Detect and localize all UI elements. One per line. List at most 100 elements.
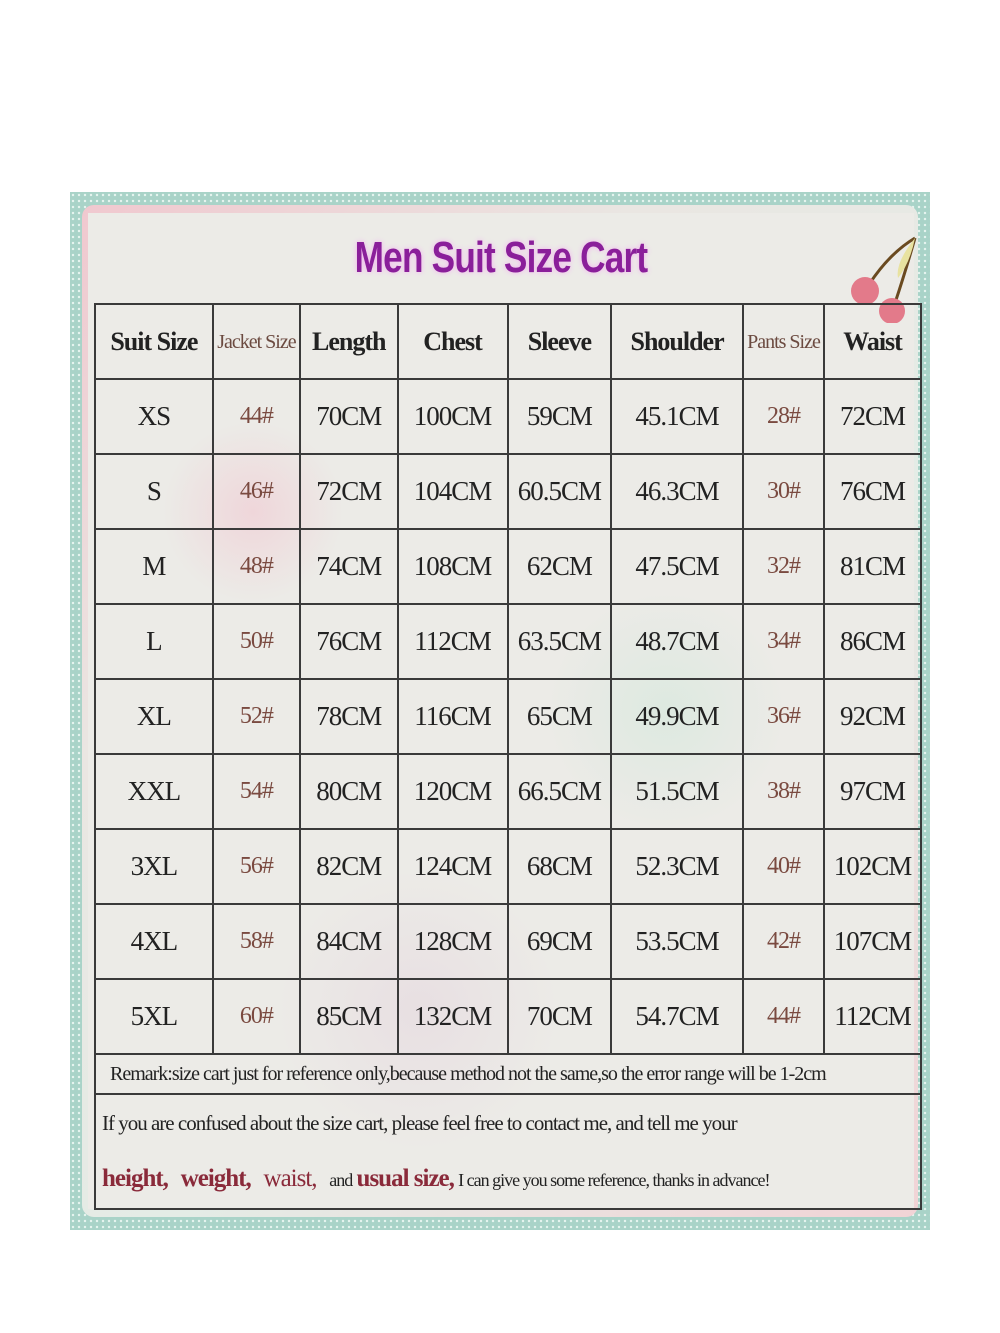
table-cell: 59CM: [506, 378, 613, 455]
table-cell: 5XL: [94, 978, 214, 1055]
table-cell: L: [94, 603, 214, 680]
table-cell: 132CM: [396, 978, 509, 1055]
table-cell: XL: [94, 678, 214, 755]
note-height: height,: [102, 1165, 169, 1192]
table-row: 3XL 56# 82CM 124CM 68CM 52.3CM 40# 102CM: [94, 828, 922, 905]
table-cell: 120CM: [396, 753, 509, 830]
chart-title: Men Suit Size Cart: [354, 233, 648, 282]
table-cell: 63.5CM: [506, 603, 613, 680]
table-cell: 42#: [741, 903, 826, 980]
table-cell: 51.5CM: [610, 753, 744, 830]
table-cell: 74CM: [299, 528, 399, 605]
remark-text: Remark:size cart just for reference only…: [94, 1053, 922, 1095]
table-cell: 66.5CM: [506, 753, 613, 830]
column-header: Chest: [396, 303, 509, 380]
table-cell: 40#: [741, 828, 826, 905]
table-cell: 85CM: [299, 978, 399, 1055]
table-cell: 44#: [211, 378, 302, 455]
note-line-2: height, weight, waist, and usual size, I…: [102, 1151, 920, 1208]
table-cell: 84CM: [299, 903, 399, 980]
table-cell: 58#: [211, 903, 302, 980]
column-header: Sleeve: [506, 303, 613, 380]
table-row: M 48# 74CM 108CM 62CM 47.5CM 32# 81CM: [94, 528, 922, 605]
table-cell: 112CM: [396, 603, 509, 680]
table-cell: 86CM: [823, 603, 922, 680]
note-cell: If you are confused about the size cart,…: [94, 1093, 922, 1210]
table-cell: 54.7CM: [610, 978, 744, 1055]
table-cell: 68CM: [506, 828, 613, 905]
table-cell: 124CM: [396, 828, 509, 905]
column-header: Shoulder: [610, 303, 744, 380]
table-cell: 46.3CM: [610, 453, 744, 530]
column-header: Length: [299, 303, 399, 380]
table-cell: 30#: [741, 453, 826, 530]
table-cell: 36#: [741, 678, 826, 755]
table-cell: 60#: [211, 978, 302, 1055]
table-cell: 38#: [741, 753, 826, 830]
table-cell: 72CM: [823, 378, 922, 455]
table-cell: 78CM: [299, 678, 399, 755]
table-cell: 47.5CM: [610, 528, 744, 605]
table-cell: 70CM: [506, 978, 613, 1055]
table-cell: 69CM: [506, 903, 613, 980]
table-row: 5XL 60# 85CM 132CM 70CM 54.7CM 44# 112CM: [94, 978, 922, 1055]
column-header: Suit Size: [94, 303, 214, 380]
table-cell: 108CM: [396, 528, 509, 605]
table-row: 4XL 58# 84CM 128CM 69CM 53.5CM 42# 107CM: [94, 903, 922, 980]
table-cell: XXL: [94, 753, 214, 830]
table-row: XXL 54# 80CM 120CM 66.5CM 51.5CM 38# 97CM: [94, 753, 922, 830]
size-chart-frame: Men Suit Size Cart Suit Size Jacket Size L…: [82, 205, 922, 1217]
table-cell: 50#: [211, 603, 302, 680]
remark-row: Remark:size cart just for reference only…: [94, 1053, 922, 1095]
note-waist: waist,: [263, 1165, 318, 1192]
column-header: Pants Size: [741, 303, 826, 380]
table-cell: 81CM: [823, 528, 922, 605]
table-cell: XS: [94, 378, 214, 455]
table-cell: 32#: [741, 528, 826, 605]
table-row: XS 44# 70CM 100CM 59CM 45.1CM 28# 72CM: [94, 378, 922, 455]
table-cell: 28#: [741, 378, 826, 455]
table-cell: 100CM: [396, 378, 509, 455]
table-cell: 34#: [741, 603, 826, 680]
table-cell: 62CM: [506, 528, 613, 605]
table-cell: 60.5CM: [506, 453, 613, 530]
table-cell: 53.5CM: [610, 903, 744, 980]
note-usual-size: usual size,: [356, 1165, 455, 1192]
table-cell: 82CM: [299, 828, 399, 905]
table-cell: 65CM: [506, 678, 613, 755]
table-cell: 92CM: [823, 678, 922, 755]
table-cell: 52#: [211, 678, 302, 755]
table-cell: 80CM: [299, 753, 399, 830]
table-cell: 72CM: [299, 453, 399, 530]
table-cell: 48#: [211, 528, 302, 605]
table-cell: 49.9CM: [610, 678, 744, 755]
table-cell: 52.3CM: [610, 828, 744, 905]
table-cell: 45.1CM: [610, 378, 744, 455]
size-chart-border: Men Suit Size Cart Suit Size Jacket Size L…: [70, 192, 930, 1230]
table-cell: 116CM: [396, 678, 509, 755]
note-rest: I can give you some reference, thanks in…: [458, 1170, 770, 1190]
table-cell: 70CM: [299, 378, 399, 455]
table-cell: 104CM: [396, 453, 509, 530]
table-cell: 102CM: [823, 828, 922, 905]
column-header: Jacket Size: [211, 303, 302, 380]
table-cell: 44#: [741, 978, 826, 1055]
table-cell: 76CM: [823, 453, 922, 530]
note-and: and: [329, 1170, 353, 1190]
note-line-1: If you are confused about the size cart,…: [102, 1111, 738, 1135]
size-chart-background: Men Suit Size Cart Suit Size Jacket Size L…: [88, 213, 922, 1210]
table-cell: 54#: [211, 753, 302, 830]
table-cell: 56#: [211, 828, 302, 905]
table-cell: 107CM: [823, 903, 922, 980]
table-cell: 4XL: [94, 903, 214, 980]
table-row: S 46# 72CM 104CM 60.5CM 46.3CM 30# 76CM: [94, 453, 922, 530]
table-cell: M: [94, 528, 214, 605]
table-row: XL 52# 78CM 116CM 65CM 49.9CM 36# 92CM: [94, 678, 922, 755]
table-row: L 50# 76CM 112CM 63.5CM 48.7CM 34# 86CM: [94, 603, 922, 680]
table-cell: 128CM: [396, 903, 509, 980]
note-weight: weight,: [180, 1165, 252, 1192]
table-cell: S: [94, 453, 214, 530]
table-cell: 76CM: [299, 603, 399, 680]
note-row: If you are confused about the size cart,…: [94, 1093, 922, 1210]
column-header: Waist: [823, 303, 922, 380]
